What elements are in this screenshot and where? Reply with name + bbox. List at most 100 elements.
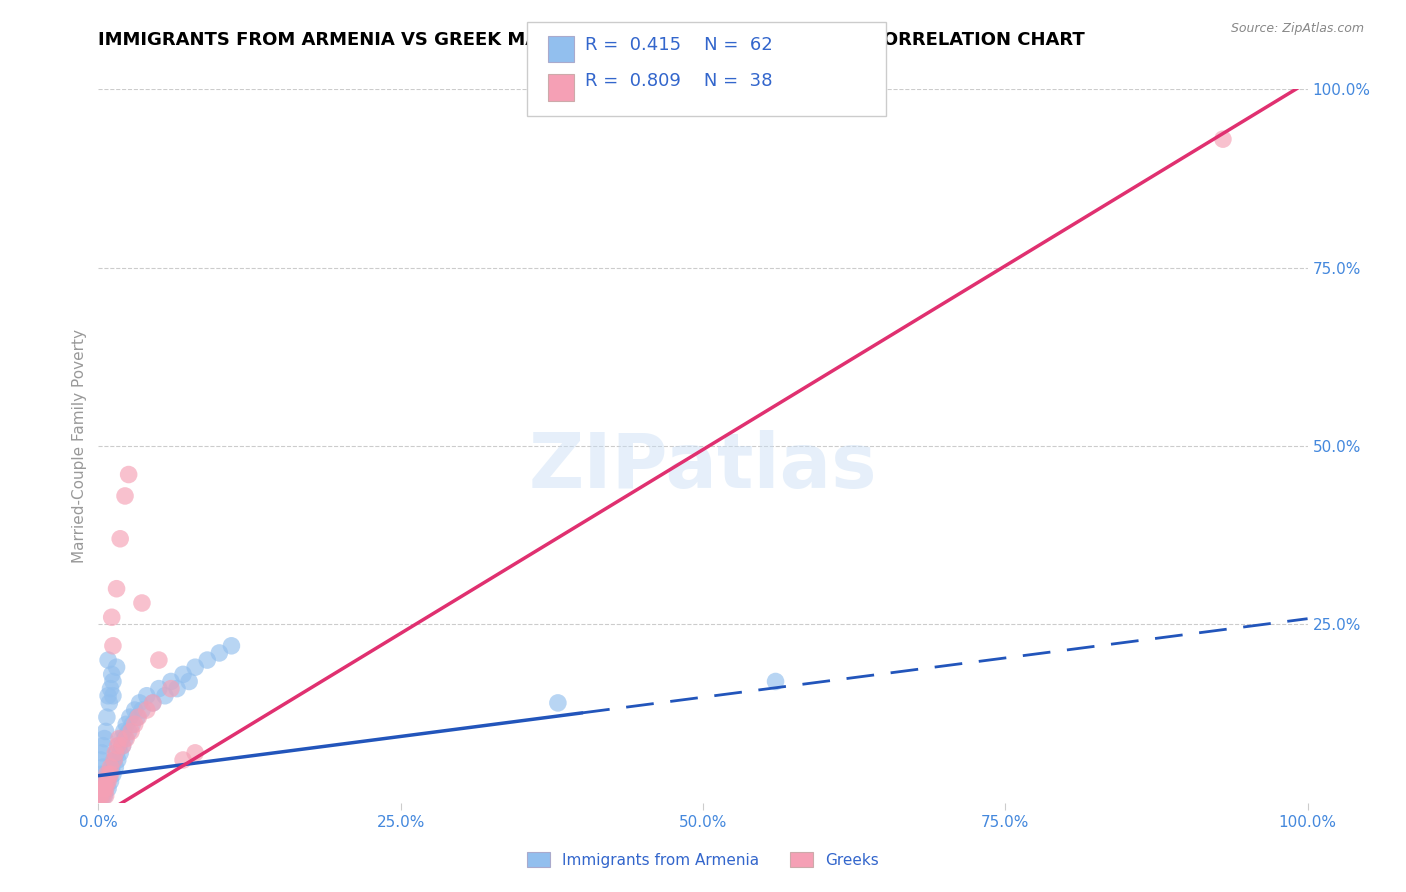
Point — [100, 767, 122, 781]
Point — [93, 731, 115, 746]
Point — [148, 681, 170, 696]
Point — [160, 674, 183, 689]
Point — [1212, 132, 1234, 146]
Point — [97, 653, 120, 667]
Point — [90, 789, 112, 803]
Point — [108, 746, 131, 760]
Point — [96, 774, 118, 789]
Point — [105, 582, 128, 596]
Point — [100, 760, 122, 774]
Point — [121, 717, 143, 731]
Point — [98, 767, 121, 781]
Text: Source: ZipAtlas.com: Source: ZipAtlas.com — [1230, 22, 1364, 36]
Point — [94, 724, 117, 739]
Point — [100, 774, 122, 789]
Point — [107, 753, 129, 767]
Point — [105, 660, 128, 674]
Point — [91, 781, 114, 796]
Point — [93, 774, 115, 789]
Point — [131, 596, 153, 610]
Point — [94, 781, 117, 796]
Point — [98, 696, 121, 710]
Point — [96, 774, 118, 789]
Point — [148, 653, 170, 667]
Point — [142, 696, 165, 710]
Point — [101, 767, 124, 781]
Point — [89, 789, 111, 803]
Text: R =  0.415    N =  62: R = 0.415 N = 62 — [585, 36, 773, 54]
Point — [127, 710, 149, 724]
Point — [107, 739, 129, 753]
Point — [142, 696, 165, 710]
Point — [195, 653, 218, 667]
Point — [103, 753, 125, 767]
Point — [115, 731, 138, 746]
Point — [110, 731, 132, 746]
Text: ZIPatlas: ZIPatlas — [529, 431, 877, 504]
Point — [765, 674, 787, 689]
Point — [91, 760, 114, 774]
Point — [90, 767, 112, 781]
Point — [101, 674, 124, 689]
Point — [100, 610, 122, 624]
Point — [103, 753, 125, 767]
Point — [97, 689, 120, 703]
Point — [104, 746, 127, 760]
Point — [105, 746, 128, 760]
Point — [128, 696, 150, 710]
Point — [115, 717, 138, 731]
Point — [97, 781, 120, 796]
Point — [135, 703, 157, 717]
Point — [96, 710, 118, 724]
Text: IMMIGRANTS FROM ARMENIA VS GREEK MARRIED-COUPLE FAMILY POVERTY CORRELATION CHART: IMMIGRANTS FROM ARMENIA VS GREEK MARRIED… — [98, 31, 1085, 49]
Point — [166, 681, 188, 696]
Point — [127, 710, 149, 724]
Point — [100, 667, 122, 681]
Y-axis label: Married-Couple Family Poverty: Married-Couple Family Poverty — [72, 329, 87, 563]
Point — [97, 774, 120, 789]
Point — [98, 767, 121, 781]
Point — [547, 696, 569, 710]
Point — [91, 746, 114, 760]
Point — [94, 767, 117, 781]
Point — [111, 739, 134, 753]
Point — [108, 532, 131, 546]
Point — [93, 781, 115, 796]
Point — [91, 739, 114, 753]
Point — [91, 774, 114, 789]
Point — [93, 789, 115, 803]
Point — [89, 781, 111, 796]
Point — [104, 760, 127, 774]
Point — [124, 717, 146, 731]
Point — [124, 703, 146, 717]
Point — [100, 681, 122, 696]
Point — [120, 724, 142, 739]
Point — [108, 739, 131, 753]
Point — [114, 489, 136, 503]
Point — [172, 667, 194, 681]
Point — [93, 774, 115, 789]
Point — [118, 710, 141, 724]
Point — [118, 724, 141, 739]
Point — [91, 789, 114, 803]
Point — [184, 660, 207, 674]
Point — [94, 781, 117, 796]
Point — [96, 767, 118, 781]
Point — [91, 789, 114, 803]
Point — [208, 646, 231, 660]
Point — [221, 639, 243, 653]
Point — [160, 681, 183, 696]
Point — [90, 753, 112, 767]
Point — [114, 731, 136, 746]
Point — [111, 739, 134, 753]
Point — [172, 753, 194, 767]
Point — [135, 689, 157, 703]
Point — [108, 731, 131, 746]
Point — [131, 703, 153, 717]
Point — [101, 639, 124, 653]
Point — [100, 760, 122, 774]
Point — [101, 689, 124, 703]
Text: R =  0.809    N =  38: R = 0.809 N = 38 — [585, 72, 772, 90]
Point — [91, 781, 114, 796]
Point — [112, 724, 135, 739]
